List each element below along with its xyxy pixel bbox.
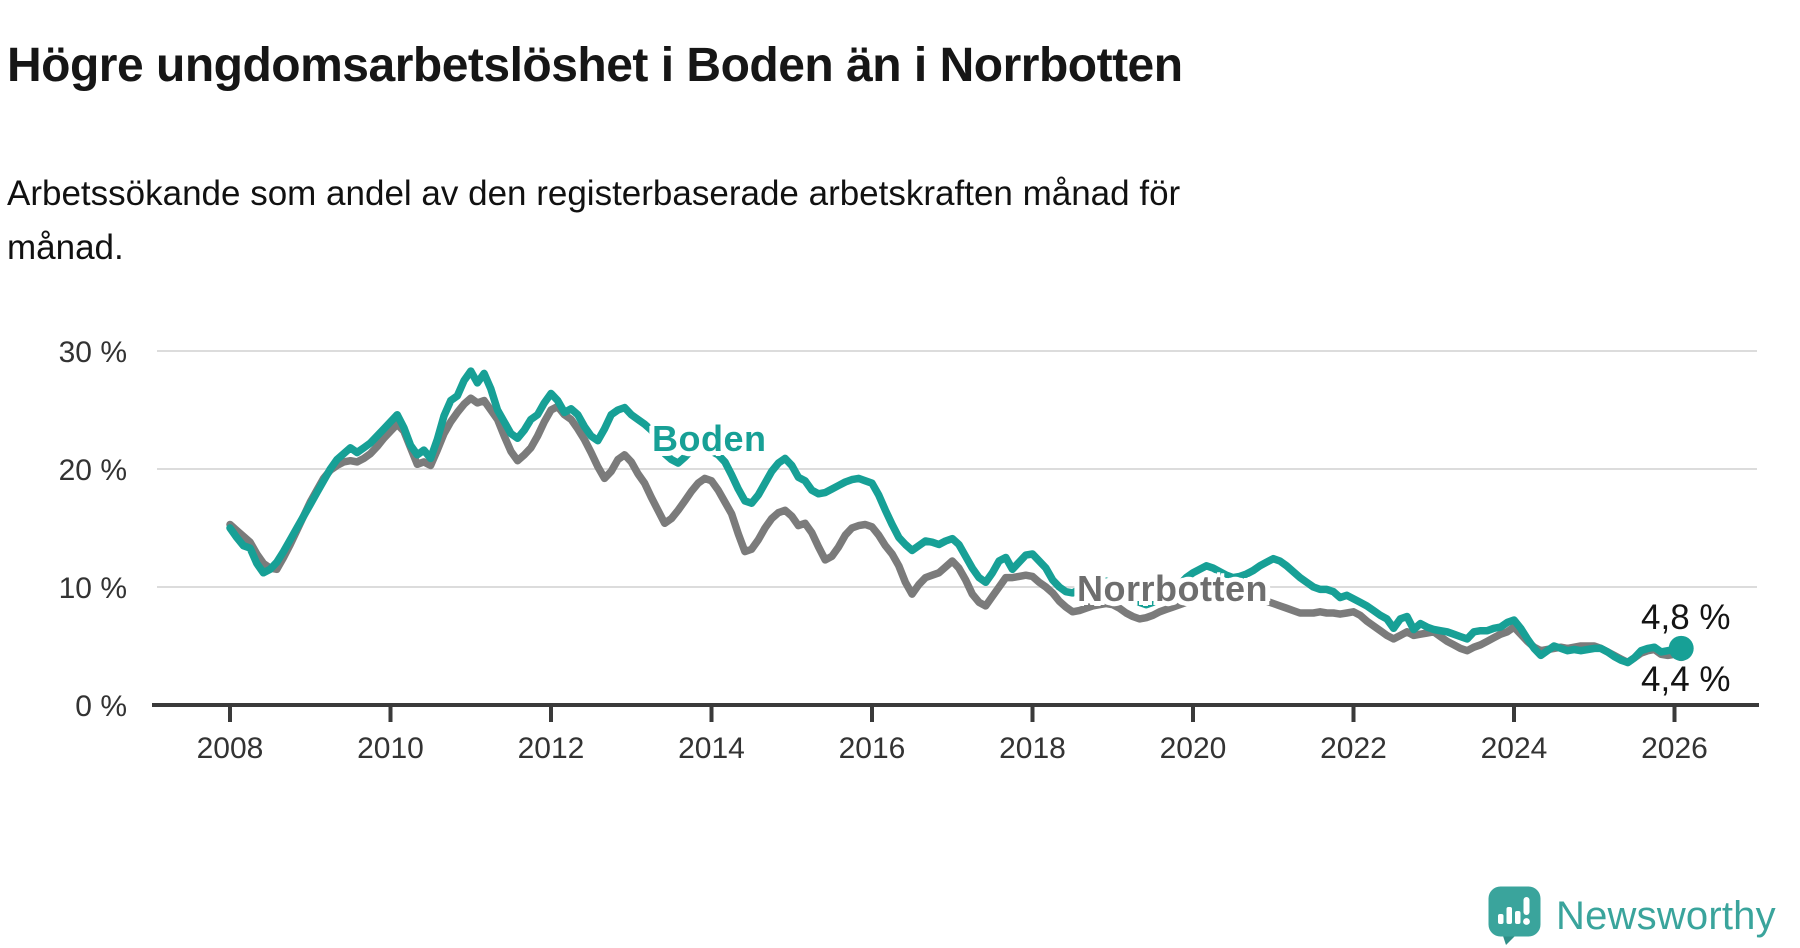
- x-tick-label: 2024: [1481, 732, 1548, 765]
- x-tick-label: 2014: [678, 732, 745, 765]
- x-tick-label: 2010: [357, 732, 424, 765]
- chart-subtitle: Arbetssökande som andel av den registerb…: [7, 167, 1527, 276]
- series-line-norrbotten: [226, 394, 1685, 667]
- y-tick-label: 0 %: [75, 690, 127, 723]
- series-end-dot-boden: [1668, 635, 1694, 661]
- x-tick-label: 2020: [1160, 732, 1227, 765]
- end-value-boden: 4,8 %: [1641, 598, 1731, 637]
- newsworthy-logo-icon: [1488, 886, 1541, 945]
- page-title: Högre ungdomsarbetslöshet i Boden än i N…: [7, 39, 1183, 93]
- end-value-norrbotten: 4,4 %: [1641, 660, 1731, 699]
- chart-subtitle-line1: Arbetssökande som andel av den registerb…: [7, 174, 1181, 213]
- series-line-boden: [226, 367, 1685, 667]
- x-tick-label: 2012: [518, 732, 585, 765]
- chart-subtitle-line2: månad.: [7, 228, 124, 268]
- series-label-norrbotten: Norrbotten: [1077, 568, 1268, 609]
- newsworthy-logo-text: Newsworthy: [1556, 893, 1776, 938]
- y-tick-label: 10 %: [59, 572, 127, 605]
- x-tick-label: 2022: [1320, 732, 1387, 765]
- y-tick-label: 20 %: [59, 454, 127, 487]
- y-tick-label: 30 %: [59, 336, 127, 369]
- x-tick-label: 2018: [999, 732, 1066, 765]
- x-tick-label: 2016: [839, 732, 906, 765]
- x-tick-label: 2026: [1641, 732, 1708, 765]
- newsworthy-logo: Newsworthy: [1488, 886, 1776, 946]
- series-label-boden: Boden: [652, 418, 767, 459]
- x-tick-label: 2008: [197, 732, 264, 765]
